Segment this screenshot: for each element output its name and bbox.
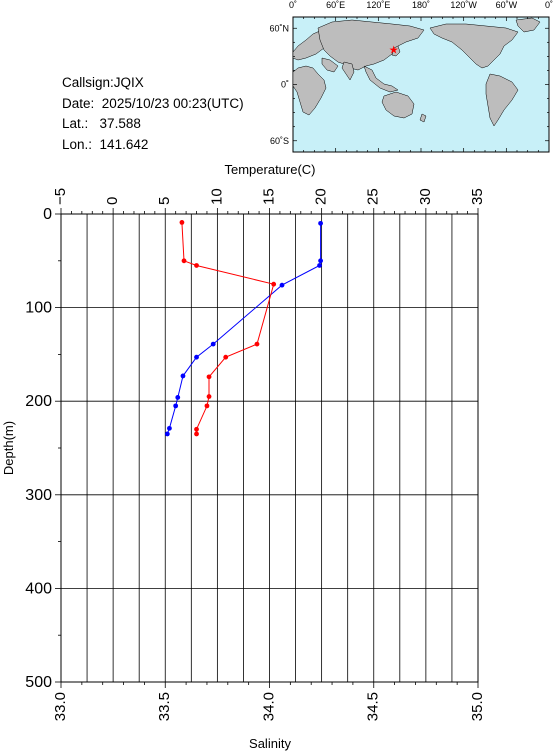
map-lat-label: 0˚ (281, 80, 289, 90)
map-lon-label: 120˚E (366, 0, 390, 10)
temperature-point (175, 395, 181, 400)
salinity-tick-labels: 33.0 33.5 34.0 34.5 35.0 (52, 692, 486, 721)
temperature-point (210, 341, 216, 347)
land-australia (381, 91, 415, 119)
callsign-row: Callsign:JQIX (62, 73, 244, 94)
date-value: 2025/10/23 00:23(UTC) (101, 95, 244, 111)
salinity-point (204, 403, 210, 409)
map-lon-label: 180˚ (412, 0, 430, 10)
salinity-point (181, 258, 187, 264)
map-axes (292, 17, 550, 152)
callsign-label: Callsign: (62, 75, 114, 90)
station-marker-star-icon: ★ (389, 44, 399, 56)
salinity-line (181, 222, 275, 434)
salinity-point (206, 374, 212, 380)
depth-tick-label: 100 (25, 300, 52, 317)
station-info: Callsign:JQIX Date: 2025/10/23 00:23(UTC… (62, 73, 244, 155)
temperature-tick-label: 10 (208, 188, 225, 205)
land-south-america (485, 73, 519, 127)
temperature-point (180, 373, 186, 379)
land-north-america (429, 23, 519, 69)
salinity-axis-label: Salinity (249, 736, 291, 751)
temperature-point (167, 425, 172, 431)
temperature-tick-label: 0 (104, 197, 121, 205)
land-seasia (363, 65, 399, 93)
map-lon-label: 0˚ (545, 0, 553, 10)
land-japan (391, 45, 401, 57)
salinity-point (179, 220, 185, 225)
lon-value: 141.642 (99, 136, 149, 152)
lon-label: Lon.: (62, 136, 93, 152)
temperature-tick-label: 5 (156, 197, 173, 205)
land-india (341, 61, 355, 81)
temperature-tick-labels: −5 0 5 10 15 20 25 30 35 (52, 188, 486, 205)
salinity-point (254, 341, 260, 347)
salinity-tick-label: 35.0 (469, 692, 486, 721)
plot-grid (60, 214, 479, 682)
temperature-tick-label: 35 (469, 188, 486, 205)
temperature-tick-label: 25 (365, 188, 382, 205)
temperature-point (194, 354, 199, 360)
map-lon-label: 0˚ (289, 0, 297, 10)
depth-tick-label: 500 (25, 674, 52, 691)
salinity-point (271, 281, 277, 287)
salinity-point (206, 394, 212, 399)
lon-row: Lon.: 141.642 (62, 135, 244, 156)
temperature-tick-label: 20 (313, 188, 330, 205)
date-row: Date: 2025/10/23 00:23(UTC) (62, 94, 244, 115)
plot-ticks (55, 208, 479, 688)
map-lat-label: 60˚S (270, 136, 289, 146)
land-arabia (321, 57, 339, 73)
depth-tick-label: 200 (25, 393, 52, 410)
date-label: Date: (62, 95, 95, 111)
salinity-point (194, 263, 199, 268)
salinity-tick-label: 34.0 (260, 692, 277, 721)
land-newzealand (419, 113, 427, 123)
map-land (292, 17, 541, 127)
depth-tick-labels: 0 100 200 300 400 500 (25, 206, 52, 691)
map-lat-label: 60˚N (269, 23, 289, 33)
lat-value: 37.588 (99, 116, 141, 131)
map-top-labels: 0˚ 60˚E 120˚E 180˚ 120˚W 60˚W 0˚ (289, 0, 553, 10)
salinity-tick-label: 33.0 (52, 692, 69, 721)
data-series (164, 220, 323, 437)
temperature-point (164, 431, 170, 437)
map-lat-labels: 60˚N 0˚ 60˚S (269, 23, 289, 146)
temperature-tick-label: 30 (417, 188, 434, 205)
map-lon-label: 60˚W (496, 0, 518, 10)
temperature-tick-label: −5 (52, 188, 69, 205)
land-greenland (515, 17, 541, 33)
salinity-point (194, 431, 199, 437)
depth-tick-label: 300 (25, 487, 52, 504)
salinity-tick-label: 34.5 (365, 692, 382, 721)
temperature-point (317, 263, 322, 268)
temperature-point (318, 220, 323, 226)
depth-tick-label: 400 (25, 580, 52, 597)
map-lon-label: 60˚E (326, 0, 345, 10)
temperature-point (279, 282, 285, 288)
temperature-point (173, 403, 179, 409)
temperature-tick-label: 15 (260, 188, 277, 205)
callsign-value: JQIX (113, 75, 144, 90)
lat-label: Lat.: (62, 116, 89, 131)
salinity-point (194, 426, 199, 432)
salinity-tick-label: 33.5 (156, 692, 173, 721)
depth-tick-label: 0 (43, 206, 52, 223)
land-africa (292, 65, 327, 116)
lat-row: Lat.: 37.588 (62, 114, 244, 135)
temperature-point (318, 258, 323, 264)
depth-axis-label: Depth(m) (1, 421, 16, 475)
land-asia (317, 19, 425, 71)
salinity-point (223, 354, 229, 360)
temperature-line (166, 223, 322, 435)
world-map: 0˚ 60˚E 120˚E 180˚ 120˚W 60˚W 0˚ 60˚N 0˚ 60˚S ★ (269, 0, 553, 153)
temperature-axis-label: Temperature(C) (224, 162, 315, 177)
map-lon-label: 120˚W (450, 0, 477, 10)
